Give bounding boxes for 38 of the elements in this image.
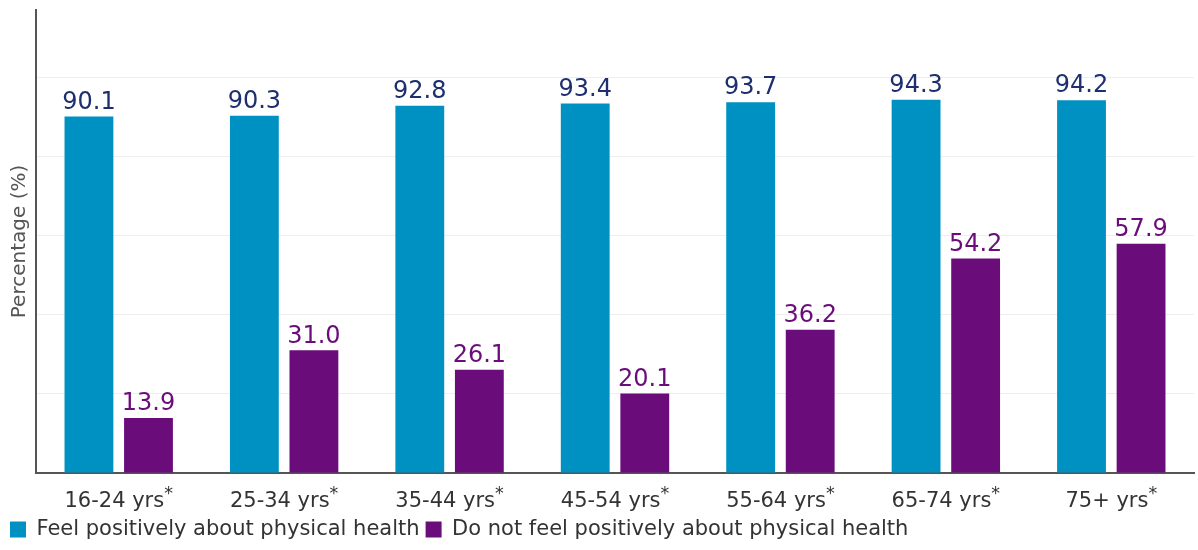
data-label: 94.3 [889, 70, 943, 99]
bar [785, 329, 835, 473]
bar [64, 116, 114, 473]
bar [1057, 100, 1106, 473]
bar [229, 115, 279, 473]
data-label: 36.2 [783, 299, 837, 328]
bar [951, 258, 1001, 473]
bar [1116, 243, 1166, 473]
data-label: 93.7 [723, 72, 778, 101]
data-label: 90.1 [62, 86, 116, 115]
x-tick-label: 65-74 yrs$^{*}$ [891, 482, 1001, 512]
data-label: 13.9 [121, 388, 176, 417]
bar [124, 417, 173, 473]
bar [620, 393, 670, 473]
x-tick-label: 55-64 yrs$^{*}$ [726, 482, 835, 512]
bar [395, 105, 445, 473]
x-tick-label: 16-24 yrs$^{*}$ [64, 482, 173, 512]
bar [560, 103, 610, 473]
x-tick-label: 75+ yrs$^{*}$ [1065, 482, 1158, 512]
legend-label: Do not feel positively about physical health [452, 515, 909, 540]
data-label: 54.2 [948, 228, 1003, 257]
x-tick-label: 25-34 yrs$^{*}$ [229, 482, 339, 512]
data-label: 93.4 [558, 73, 612, 102]
bar [454, 369, 504, 473]
bar [289, 350, 339, 473]
data-label: 31.0 [287, 320, 341, 349]
data-label: 94.2 [1054, 70, 1109, 99]
y-axis-title: Percentage (%) [6, 164, 31, 319]
legend-label: Feel positively about physical health [36, 515, 420, 540]
bar [891, 99, 941, 473]
data-label: 57.9 [1114, 214, 1168, 243]
data-label: 92.8 [393, 76, 447, 104]
bar [726, 102, 776, 473]
x-tick-label: 35-44 yrs$^{*}$ [395, 482, 504, 512]
data-label: 20.1 [618, 363, 672, 392]
x-tick-label: 45-54 yrs$^{*}$ [560, 482, 670, 512]
data-label: 90.3 [227, 85, 282, 114]
data-label: 26.1 [452, 339, 507, 368]
